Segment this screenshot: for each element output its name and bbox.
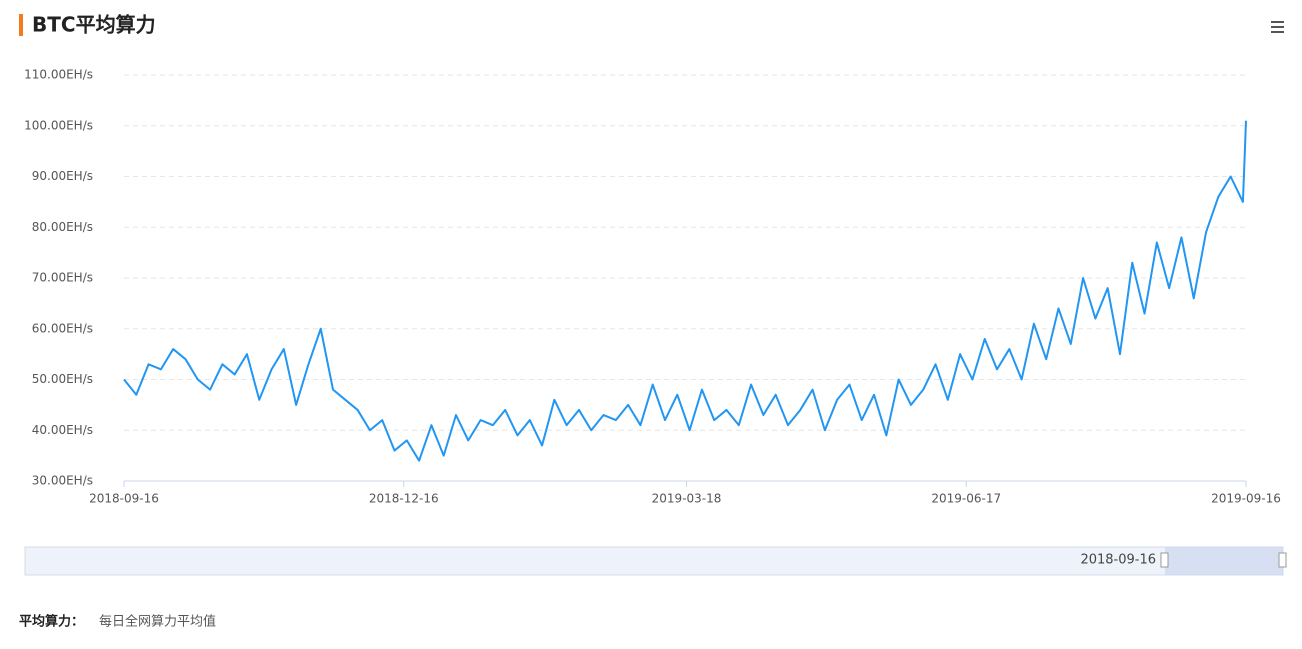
zoom-handle[interactable] xyxy=(1278,552,1287,568)
x-tick-label: 2019-06-17 xyxy=(931,492,1001,506)
y-tick-label: 70.00EH/s xyxy=(32,271,93,285)
x-tick-label: 2018-09-16 xyxy=(89,492,159,506)
y-tick-label: 40.00EH/s xyxy=(32,423,93,437)
zoom-handle[interactable] xyxy=(1160,552,1169,568)
y-tick-label: 110.00EH/s xyxy=(24,68,93,82)
y-tick-label: 80.00EH/s xyxy=(32,220,93,234)
y-tick-label: 90.00EH/s xyxy=(32,169,93,183)
line-series xyxy=(123,120,1247,462)
zoom-label: 2018-09-16 xyxy=(1080,553,1156,568)
x-tick-label: 2018-12-16 xyxy=(369,492,439,506)
x-tick-label: 2019-09-16 xyxy=(1211,492,1281,506)
menu-icon[interactable] xyxy=(1271,21,1284,33)
y-tick-label: 30.00EH/s xyxy=(32,474,93,488)
y-tick-label: 60.00EH/s xyxy=(32,321,93,335)
zoom-slider[interactable] xyxy=(24,546,1284,576)
footer-term: 平均算力： xyxy=(19,614,84,630)
y-tick-label: 100.00EH/s xyxy=(24,118,93,132)
y-tick-label: 50.00EH/s xyxy=(32,372,93,386)
x-tick-label: 2019-03-18 xyxy=(652,492,722,506)
footer-definition: 每日全网算力平均值 xyxy=(99,614,216,630)
title-accent xyxy=(19,14,23,36)
zoom-window[interactable] xyxy=(1165,547,1283,575)
chart-title: BTC平均算力 xyxy=(32,13,156,37)
